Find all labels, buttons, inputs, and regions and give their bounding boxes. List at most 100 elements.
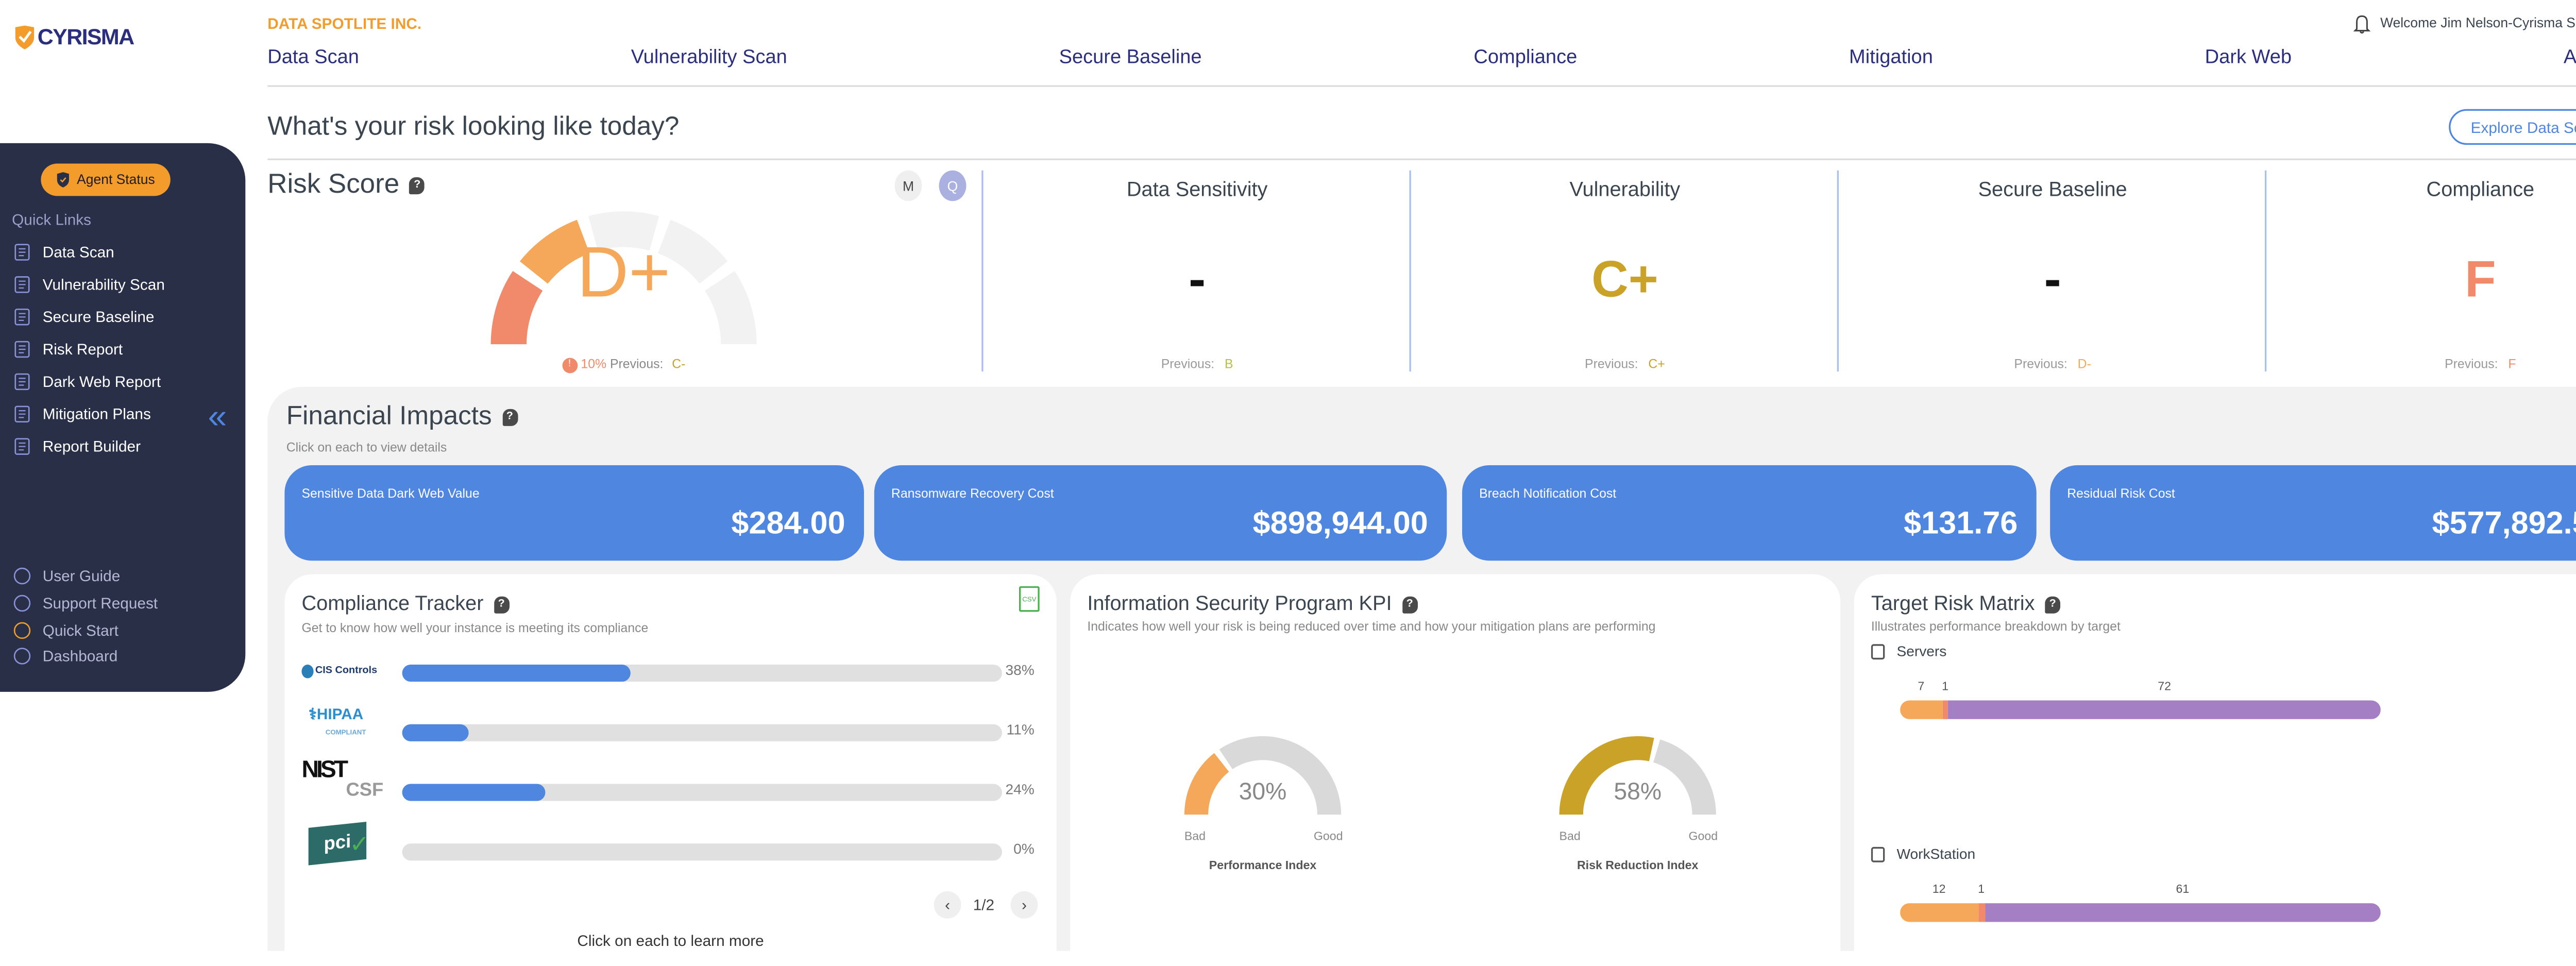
- compliance-row-nist[interactable]: NIST CSF 24%: [301, 757, 1051, 815]
- compliance-row-pci[interactable]: PCI ✓ 0%: [301, 822, 1051, 874]
- sidebar-item-dashboard[interactable]: Dashboard: [12, 646, 117, 667]
- help-icon[interactable]: ?: [410, 177, 425, 194]
- company-name: DATA SPOTLITE INC.: [267, 15, 422, 32]
- previous-label: Previous:: [2014, 356, 2067, 372]
- financial-card[interactable]: Residual Risk Cost $577,892.57: [2050, 465, 2576, 561]
- help-icon[interactable]: ?: [494, 596, 510, 614]
- category-title: Data Sensitivity: [1126, 177, 1268, 201]
- gauge-low-label: Bad: [1559, 832, 1581, 844]
- financial-title-text: Financial Impacts: [286, 402, 492, 431]
- nav-compliance[interactable]: Compliance: [1473, 47, 1578, 69]
- sidebar-item-vulnerability-scan[interactable]: Vulnerability Scan: [12, 275, 165, 295]
- bell-icon[interactable]: [2353, 13, 2370, 33]
- previous-grade: C-: [672, 356, 686, 372]
- nav-mitigation[interactable]: Mitigation: [1849, 47, 1933, 69]
- sidebar: Agent Status Quick Links Data Scan Vulner…: [0, 143, 246, 692]
- quick-links-label: Quick Links: [12, 211, 92, 229]
- target-checkbox[interactable]: [1871, 645, 1885, 660]
- gauge-chart: [1184, 736, 1342, 815]
- nav-admin[interactable]: Admin: [2563, 47, 2576, 69]
- monthly-toggle[interactable]: M: [894, 170, 922, 201]
- sidebar-item-risk-report[interactable]: Risk Report: [12, 339, 123, 360]
- explore-data-scans-button[interactable]: Explore Data Scans >: [2449, 109, 2576, 145]
- target-stacked-bar[interactable]: [1900, 700, 2381, 719]
- kpi-gauge-performance-index[interactable]: 30% Bad Good Performance Index: [1161, 727, 1365, 898]
- page-headline: What's your risk looking like today?: [267, 112, 680, 142]
- category-previous: Previous: F: [2266, 356, 2576, 371]
- financial-card[interactable]: Ransomware Recovery Cost $898,944.00: [874, 465, 1447, 561]
- sidebar-item-quick-start[interactable]: Quick Start: [12, 620, 118, 641]
- risk-grade: D+: [577, 231, 671, 312]
- nav-dark-web[interactable]: Dark Web: [2205, 47, 2292, 69]
- sidebar-item-user-guide[interactable]: User Guide: [12, 566, 120, 586]
- sidebar-item-report-builder[interactable]: Report Builder: [12, 436, 141, 457]
- next-page-button[interactable]: ›: [1010, 891, 1038, 919]
- gauge-chart: [1559, 736, 1716, 815]
- score-compliance[interactable]: Compliance F Previous: F: [2266, 171, 2576, 371]
- help-icon[interactable]: ?: [2045, 596, 2061, 614]
- risk-change: ! 10% Previous: C-: [511, 356, 736, 372]
- headline-divider: [267, 158, 2576, 160]
- quarterly-toggle[interactable]: Q: [939, 170, 967, 201]
- umbrella-icon: [12, 404, 32, 425]
- target-stacked-bar[interactable]: [1900, 903, 2381, 922]
- compliance-row-cis-controls[interactable]: CIS Controls 38%: [301, 651, 1051, 696]
- target-name: Servers: [1896, 642, 1947, 660]
- gauge-name: Performance Index: [1209, 860, 1317, 873]
- prev-page-button[interactable]: ‹: [934, 891, 961, 919]
- financial-card-value: $131.76: [1904, 504, 2018, 540]
- sidebar-item-label: Data Scan: [42, 244, 114, 261]
- nav-divider: [267, 85, 2576, 87]
- help-icon[interactable]: ?: [1402, 596, 1418, 614]
- agent-status-button[interactable]: Agent Status: [41, 163, 171, 196]
- logo-sub: CSF: [346, 780, 384, 801]
- scan-icon: [12, 242, 32, 263]
- bar-segment: [1900, 903, 1978, 922]
- segment-value: 61: [2176, 884, 2190, 896]
- sidebar-item-mitigation-plans[interactable]: Mitigation Plans: [12, 404, 151, 425]
- nav-secure-baseline[interactable]: Secure Baseline: [1059, 47, 1202, 69]
- category-grade: -: [1189, 252, 1206, 309]
- nav-vulnerability-scan[interactable]: Vulnerability Scan: [631, 47, 787, 69]
- sidebar-item-label: Support Request: [42, 595, 158, 612]
- score-secure-baseline[interactable]: Secure Baseline - Previous: D-: [1839, 171, 2266, 371]
- title-text: Target Risk Matrix: [1871, 591, 2035, 616]
- compliance-progress-track: [402, 724, 1002, 741]
- score-data-sensitivity[interactable]: Data Sensitivity - Previous: B: [984, 171, 1411, 371]
- target-workstation[interactable]: WorkStation: [1871, 845, 1975, 863]
- bar-segment: [1900, 700, 1942, 719]
- page-indicator: 1/2: [973, 896, 995, 913]
- score-vulnerability[interactable]: Vulnerability C+ Previous: C+: [1411, 171, 1839, 371]
- category-grade: -: [2044, 252, 2061, 309]
- previous-label: Previous:: [1585, 356, 1638, 372]
- gear-icon: [12, 566, 32, 586]
- nav-data-scan[interactable]: Data Scan: [267, 47, 359, 69]
- previous-grade: F: [2508, 356, 2516, 372]
- sidebar-item-label: Quick Start: [42, 622, 118, 639]
- target-servers[interactable]: Servers: [1871, 642, 1947, 660]
- sidebar-item-support-request[interactable]: Support Request: [12, 593, 158, 614]
- sidebar-item-label: Risk Report: [42, 341, 123, 358]
- sidebar-item-dark-web-report[interactable]: Dark Web Report: [12, 371, 161, 392]
- kpi-gauge-risk-reduction-index[interactable]: 58% Bad Good Risk Reduction Index: [1535, 727, 1740, 898]
- user-area: Welcome Jim Nelson-Cyrisma Support J: [2353, 12, 2576, 34]
- financial-card[interactable]: Sensitive Data Dark Web Value $284.00: [284, 465, 865, 561]
- logo-text: NIST: [301, 755, 348, 783]
- gauge-value: 30%: [1239, 777, 1287, 805]
- down-arrow-icon: !: [562, 357, 578, 372]
- financial-card[interactable]: Breach Notification Cost $131.76: [1462, 465, 2037, 561]
- compliance-row-hipaa[interactable]: ⚕HIPAA COMPLIANT 11%: [301, 706, 1051, 755]
- sidebar-item-data-scan[interactable]: Data Scan: [12, 242, 114, 263]
- segment-value: 1: [1978, 884, 1985, 896]
- csv-export-icon[interactable]: CSV: [1019, 586, 1040, 612]
- shield-check-icon: [57, 172, 70, 188]
- target-checkbox[interactable]: [1871, 847, 1885, 863]
- cyrisma-logo[interactable]: CYRISMA: [13, 24, 134, 49]
- logo-text: CYRISMA: [37, 24, 134, 49]
- compliance-progress-track: [402, 843, 1002, 861]
- main-nav: Data Scan Vulnerability Scan Secure Base…: [267, 48, 2576, 69]
- pci-logo: PCI ✓: [301, 822, 386, 874]
- sidebar-item-secure-baseline[interactable]: Secure Baseline: [12, 307, 155, 327]
- help-icon[interactable]: ?: [502, 409, 518, 426]
- collapse-sidebar-icon[interactable]: «: [208, 399, 227, 436]
